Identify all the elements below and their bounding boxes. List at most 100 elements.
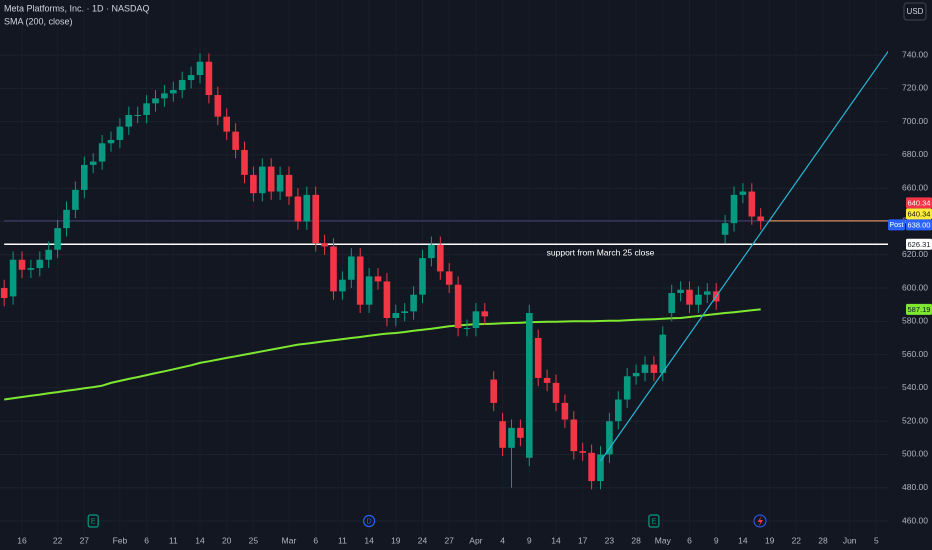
candle-body	[321, 243, 328, 247]
x-tick-label: 5	[874, 535, 879, 545]
x-tick-label: 22	[53, 535, 63, 545]
y-tick-label: 700.00	[902, 116, 928, 126]
event-icon	[87, 514, 99, 528]
trend-line	[600, 50, 888, 462]
candle-body	[472, 311, 480, 328]
y-tick-label: 460.00	[902, 515, 928, 525]
event-icon	[648, 514, 660, 528]
price-tag: Post	[889, 222, 903, 229]
x-tick-label: May	[655, 535, 672, 545]
price-label: 640.34	[908, 198, 931, 207]
indicator-label[interactable]: SMA (200, close)	[4, 16, 73, 26]
sma-line	[4, 308, 761, 401]
candle-body	[668, 293, 675, 314]
x-tick-label: 27	[444, 535, 454, 545]
candle-body	[18, 259, 26, 270]
x-tick-label: 20	[222, 535, 232, 545]
candle-body	[721, 223, 729, 235]
candle-body	[303, 194, 311, 222]
event-label: D	[367, 518, 372, 525]
candle-body	[695, 294, 702, 305]
news-bolt	[757, 516, 763, 527]
overlay: Meta Platforms, Inc. · 1D · NASDAQ SMA (…	[4, 2, 927, 26]
x-tick-label: 25	[249, 535, 259, 545]
y-tick-label: 580.00	[902, 316, 928, 326]
candle-body	[561, 402, 569, 420]
y-tick-label: 560.00	[902, 349, 928, 359]
candle-body	[98, 143, 106, 162]
candle-body	[454, 284, 462, 328]
x-tick-label: 19	[391, 535, 401, 545]
x-tick-label: 27	[80, 535, 90, 545]
candle-body	[748, 191, 756, 217]
candle-body	[285, 174, 293, 197]
candle-body	[161, 93, 168, 99]
price-label: 626.31	[908, 240, 931, 249]
candle-body	[178, 80, 186, 91]
candle-body	[543, 377, 551, 383]
candle-body	[730, 194, 738, 224]
candle-body	[365, 276, 373, 305]
y-tick-label: 720.00	[902, 83, 928, 93]
candle-body	[223, 116, 230, 132]
price-axis-background	[888, 0, 932, 550]
x-tick-label: 4	[500, 535, 505, 545]
y-tick-label: 660.00	[902, 182, 928, 192]
candle-body	[9, 259, 17, 297]
candle-body	[437, 244, 444, 272]
candle-body	[330, 246, 337, 292]
y-tick-label: 500.00	[902, 449, 928, 459]
candle-body	[606, 421, 613, 455]
candle-body	[623, 376, 631, 400]
candle-body	[579, 451, 586, 453]
candle-body	[276, 174, 284, 192]
x-tick-label: 9	[527, 535, 532, 545]
candle-body	[250, 174, 257, 194]
candle-body	[383, 281, 391, 319]
x-tick-label: 14	[195, 535, 205, 545]
x-tick-label: 28	[631, 535, 641, 545]
candle-body	[134, 114, 141, 116]
candle-body	[392, 313, 400, 319]
candle-body	[348, 256, 355, 280]
candle-body	[356, 256, 364, 305]
candle-body	[125, 114, 133, 127]
plot-area: support from March 25 close	[0, 50, 888, 522]
candle-body	[214, 95, 222, 117]
candle-body	[54, 228, 61, 250]
candle-body	[205, 61, 213, 96]
candle-body	[615, 399, 622, 422]
candle-body	[641, 364, 649, 373]
candle-body	[704, 291, 711, 295]
candle-body	[526, 313, 533, 458]
x-tick-label: 14	[551, 535, 561, 545]
x-tick-label: Feb	[113, 535, 128, 545]
candle-body	[89, 161, 97, 165]
price-label-bg	[906, 197, 932, 209]
candle-body	[597, 454, 604, 482]
event-icon	[363, 514, 376, 528]
x-tick-label: 6	[144, 535, 149, 545]
candle-body	[241, 149, 248, 175]
x-tick-label: 28	[818, 535, 828, 545]
y-tick-label: 600.00	[902, 282, 928, 292]
event-label: E	[652, 518, 657, 525]
candle-body	[419, 258, 426, 295]
annotation: support from March 25 close	[547, 248, 655, 258]
x-tick-label: Mar	[282, 535, 297, 545]
candle-body	[72, 189, 79, 210]
candle-body	[757, 216, 764, 221]
candle-body	[36, 259, 44, 269]
x-tick-label: 6	[687, 535, 692, 545]
candle-body	[339, 279, 346, 292]
currency-label[interactable]: USD	[907, 7, 924, 16]
candle-body	[81, 164, 88, 190]
candle-body	[63, 209, 70, 229]
currency-button[interactable]	[903, 2, 927, 21]
candle-body	[686, 289, 693, 305]
candle-body	[116, 126, 124, 140]
chart-title: Meta Platforms, Inc. · 1D · NASDAQ	[4, 3, 150, 13]
price-label: 587.19	[908, 305, 931, 314]
x-tick-label: 11	[338, 535, 347, 545]
